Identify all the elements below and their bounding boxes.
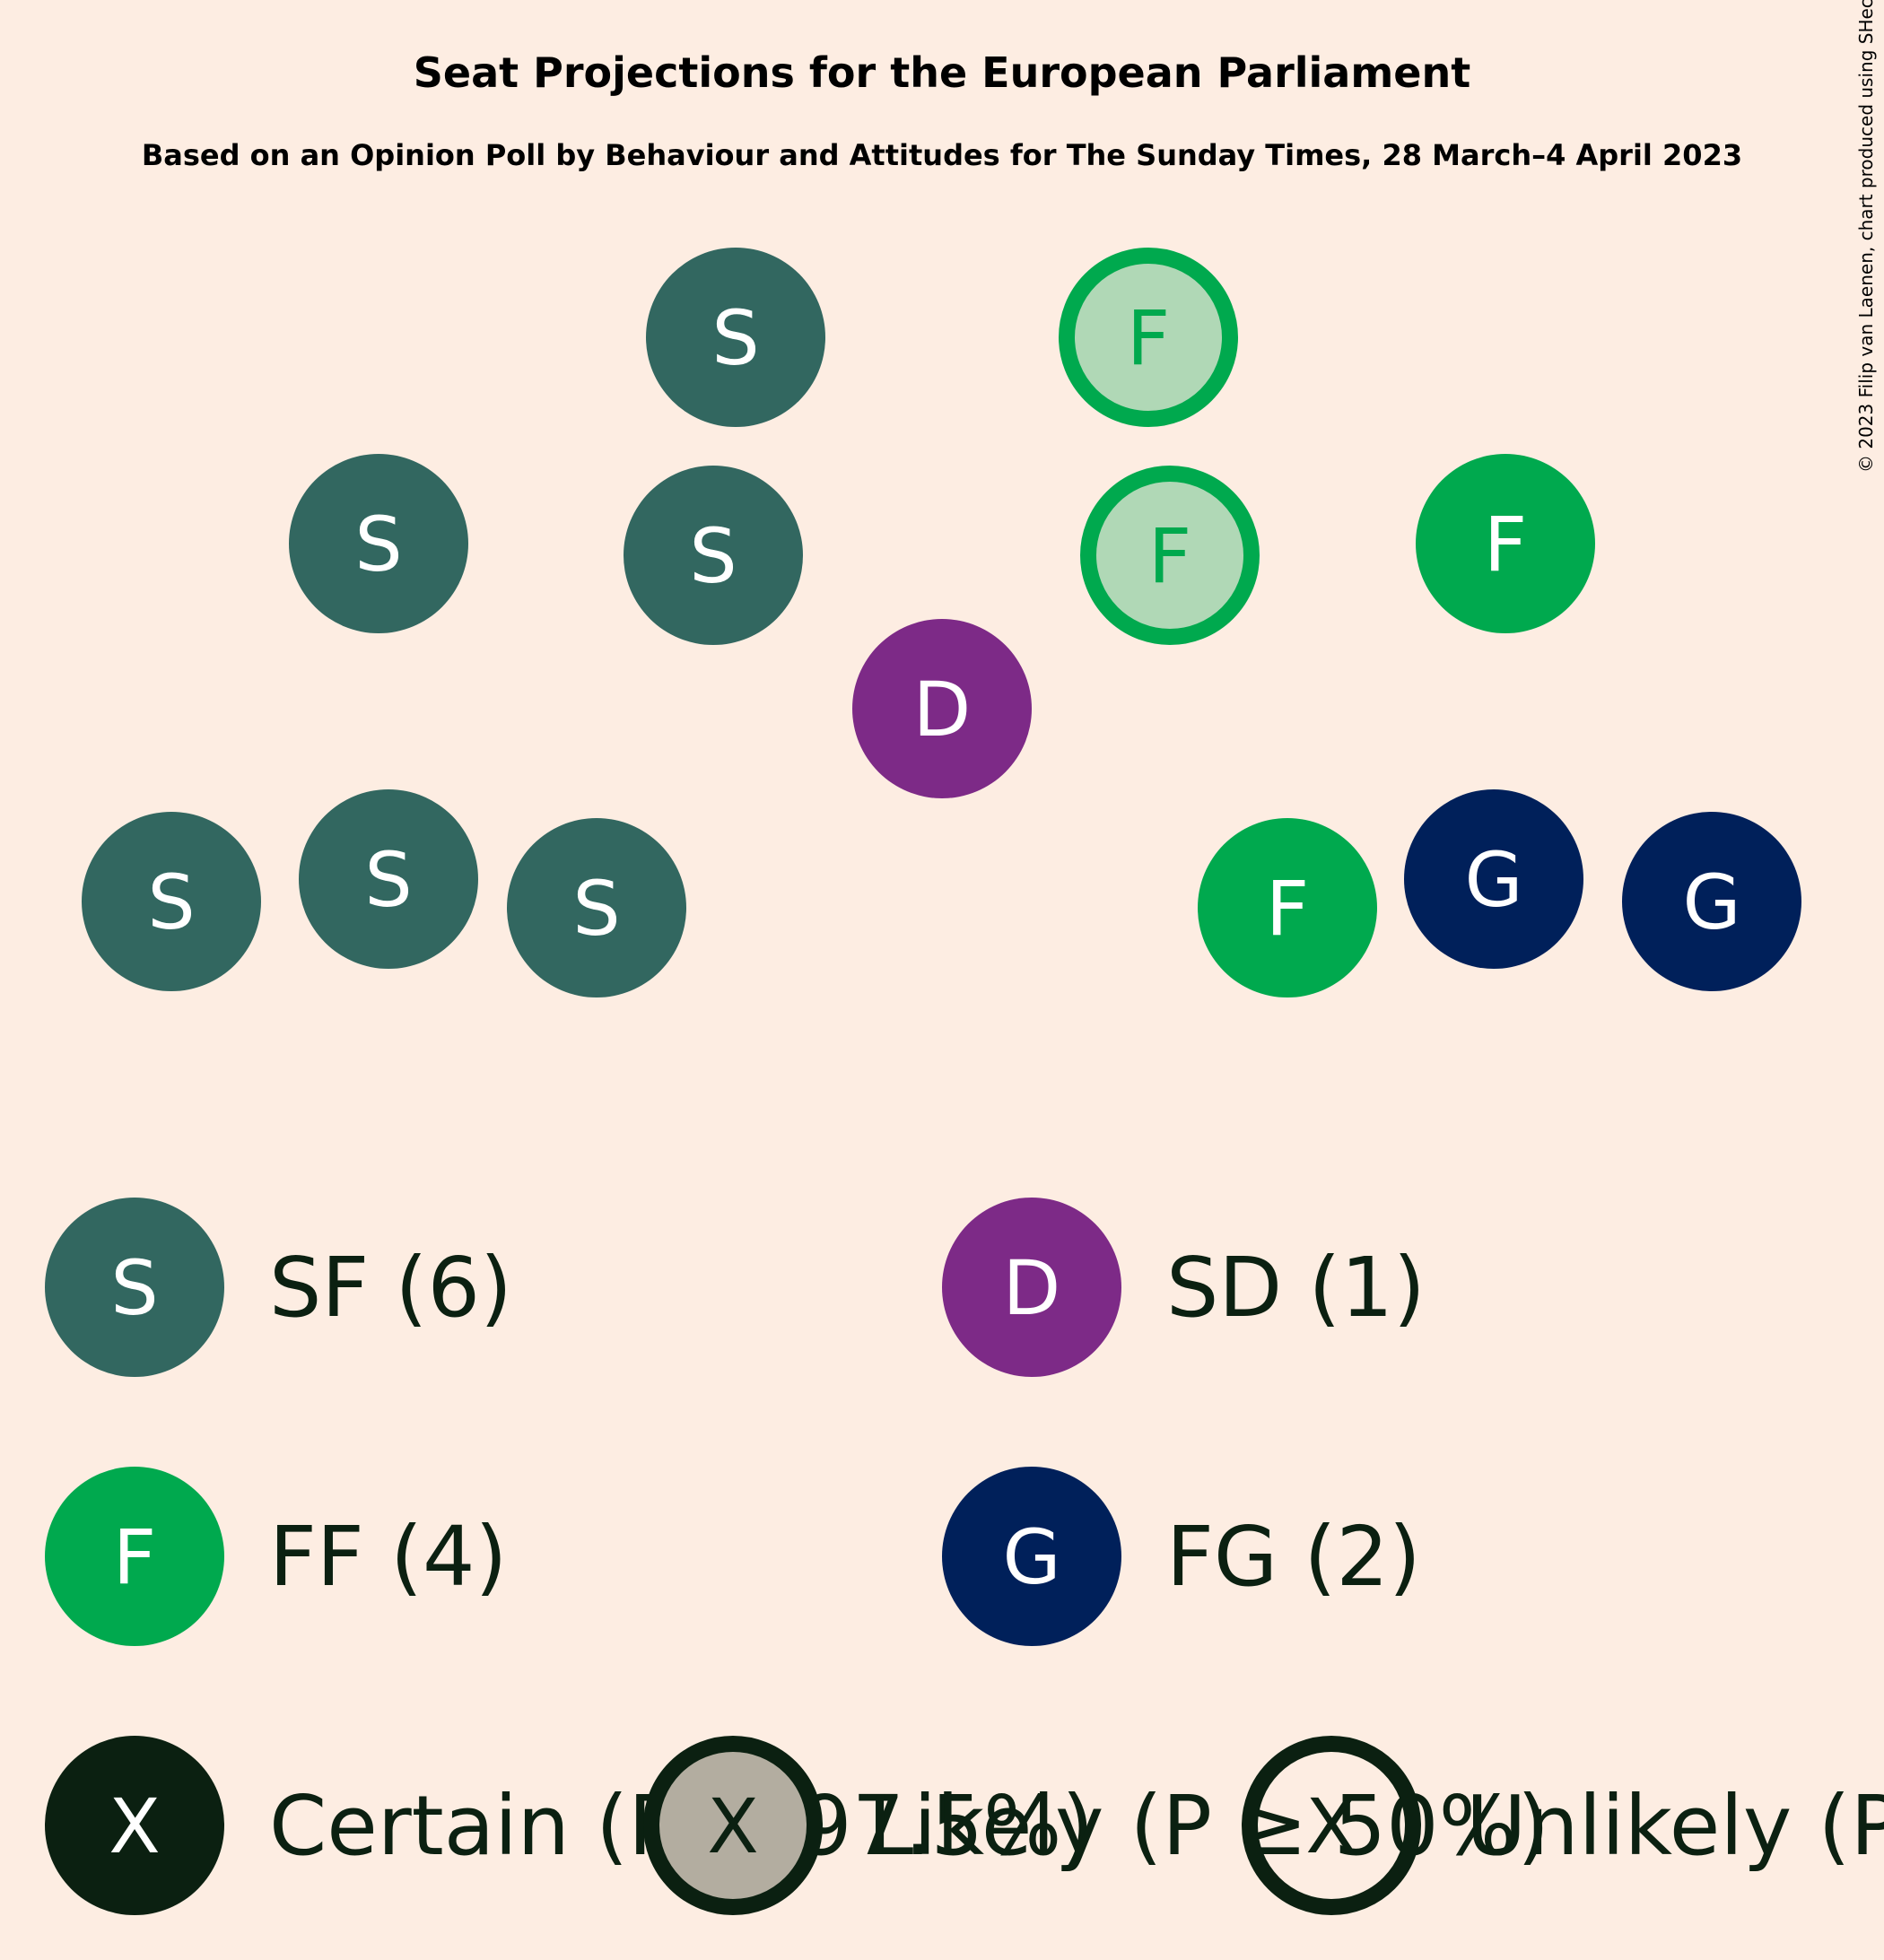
- seat-sf-2-letter: S: [354, 501, 402, 588]
- seat-sf-3-circle: [624, 466, 803, 645]
- legend-label-ff: FF (4): [269, 1509, 507, 1605]
- legend-marker-sd-circle: [942, 1198, 1121, 1377]
- status-marker-certain: X: [45, 1736, 224, 1915]
- seat-sd-7-circle: [852, 619, 1032, 798]
- seat-sf-1-circle: [646, 248, 825, 427]
- status-marker-likely: X: [643, 1736, 823, 1915]
- seat-sf-1-letter: S: [711, 294, 759, 382]
- seat-ff-11-circle: [1198, 818, 1377, 997]
- status-marker-likely-circle: [643, 1736, 823, 1915]
- status-marker-certain-letter: X: [109, 1782, 161, 1870]
- chart-title: Seat Projections for the European Parlia…: [414, 48, 1470, 97]
- seat-sf-1: S: [646, 248, 825, 427]
- seat-fg-12: G: [1404, 789, 1583, 969]
- legend-marker-ff-letter: F: [113, 1513, 156, 1601]
- legend-marker-sf-letter: S: [110, 1244, 158, 1332]
- seat-sf-2-circle: [289, 454, 468, 633]
- seat-ff-9-circle: [1080, 466, 1260, 645]
- legend-marker-fg-letter: G: [1002, 1513, 1060, 1601]
- legend-marker-sf: S: [45, 1198, 224, 1377]
- legend-marker-fg: G: [942, 1467, 1121, 1646]
- seat-sf-5-circle: [299, 789, 478, 969]
- legend-label-sf: SF (6): [269, 1240, 512, 1336]
- seat-fg-13-circle: [1622, 812, 1801, 991]
- seat-sf-4-circle: [82, 812, 261, 991]
- status-marker-certain-circle: [45, 1736, 224, 1915]
- seat-ff-9-letter: F: [1148, 512, 1191, 600]
- seat-ff-10-circle: [1416, 454, 1595, 633]
- seat-sf-6: S: [507, 818, 686, 997]
- seat-sd-7-letter: D: [913, 666, 972, 754]
- status-marker-unlikely-letter: X: [1305, 1782, 1357, 1870]
- seat-sf-2: S: [289, 454, 468, 633]
- legend-marker-ff: F: [45, 1467, 224, 1646]
- seat-ff-11-letter: F: [1266, 865, 1309, 953]
- legend-marker-sf-circle: [45, 1198, 224, 1377]
- legend-label-fg: FG (2): [1166, 1509, 1421, 1605]
- seat-sd-7: D: [852, 619, 1032, 798]
- legend-label-sd: SD (1): [1166, 1240, 1426, 1336]
- seat-fg-13: G: [1622, 812, 1801, 991]
- seat-sf-3: S: [624, 466, 803, 645]
- chart-subtitle: Based on an Opinion Poll by Behaviour an…: [142, 138, 1742, 172]
- seat-sf-6-circle: [507, 818, 686, 997]
- seat-ff-11: F: [1198, 818, 1377, 997]
- seat-sf-5: S: [299, 789, 478, 969]
- legend-marker-ff-circle: [45, 1467, 224, 1646]
- seat-ff-10-letter: F: [1484, 501, 1527, 588]
- seat-sf-6-letter: S: [572, 865, 620, 953]
- seat-sf-4: S: [82, 812, 261, 991]
- seat-ff-8: F: [1059, 248, 1238, 427]
- legend-marker-sd: D: [942, 1198, 1121, 1377]
- seat-ff-9: F: [1080, 466, 1260, 645]
- seat-ff-8-circle: [1059, 248, 1238, 427]
- status-label-likely: Likely (P ≥ 50%): [868, 1778, 1549, 1874]
- status-label-unlikely: Unlikely (P < 50%): [1466, 1778, 1884, 1874]
- seat-ff-10: F: [1416, 454, 1595, 633]
- status-marker-unlikely: X: [1242, 1736, 1421, 1915]
- chart-copyright: © 2023 Filip van Laenen, chart produced …: [1855, 0, 1877, 473]
- seat-ff-8-letter: F: [1127, 294, 1170, 382]
- seats-group: S S S S S S D F F F F G G: [82, 248, 1801, 997]
- seat-sf-4-letter: S: [147, 858, 195, 946]
- status-marker-likely-letter: X: [707, 1782, 759, 1870]
- seat-fg-12-circle: [1404, 789, 1583, 969]
- seat-fg-13-letter: G: [1682, 858, 1740, 946]
- seat-sf-5-letter: S: [364, 836, 412, 924]
- legend-marker-fg-circle: [942, 1467, 1121, 1646]
- legend-group: SSF (6)DSD (1)FFF (4)GFG (2)Certain (P ≥…: [45, 1198, 1884, 1915]
- status-marker-unlikely-circle: [1242, 1736, 1421, 1915]
- seat-fg-12-letter: G: [1464, 836, 1522, 924]
- seat-sf-3-letter: S: [689, 512, 737, 600]
- legend-marker-sd-letter: D: [1003, 1244, 1061, 1332]
